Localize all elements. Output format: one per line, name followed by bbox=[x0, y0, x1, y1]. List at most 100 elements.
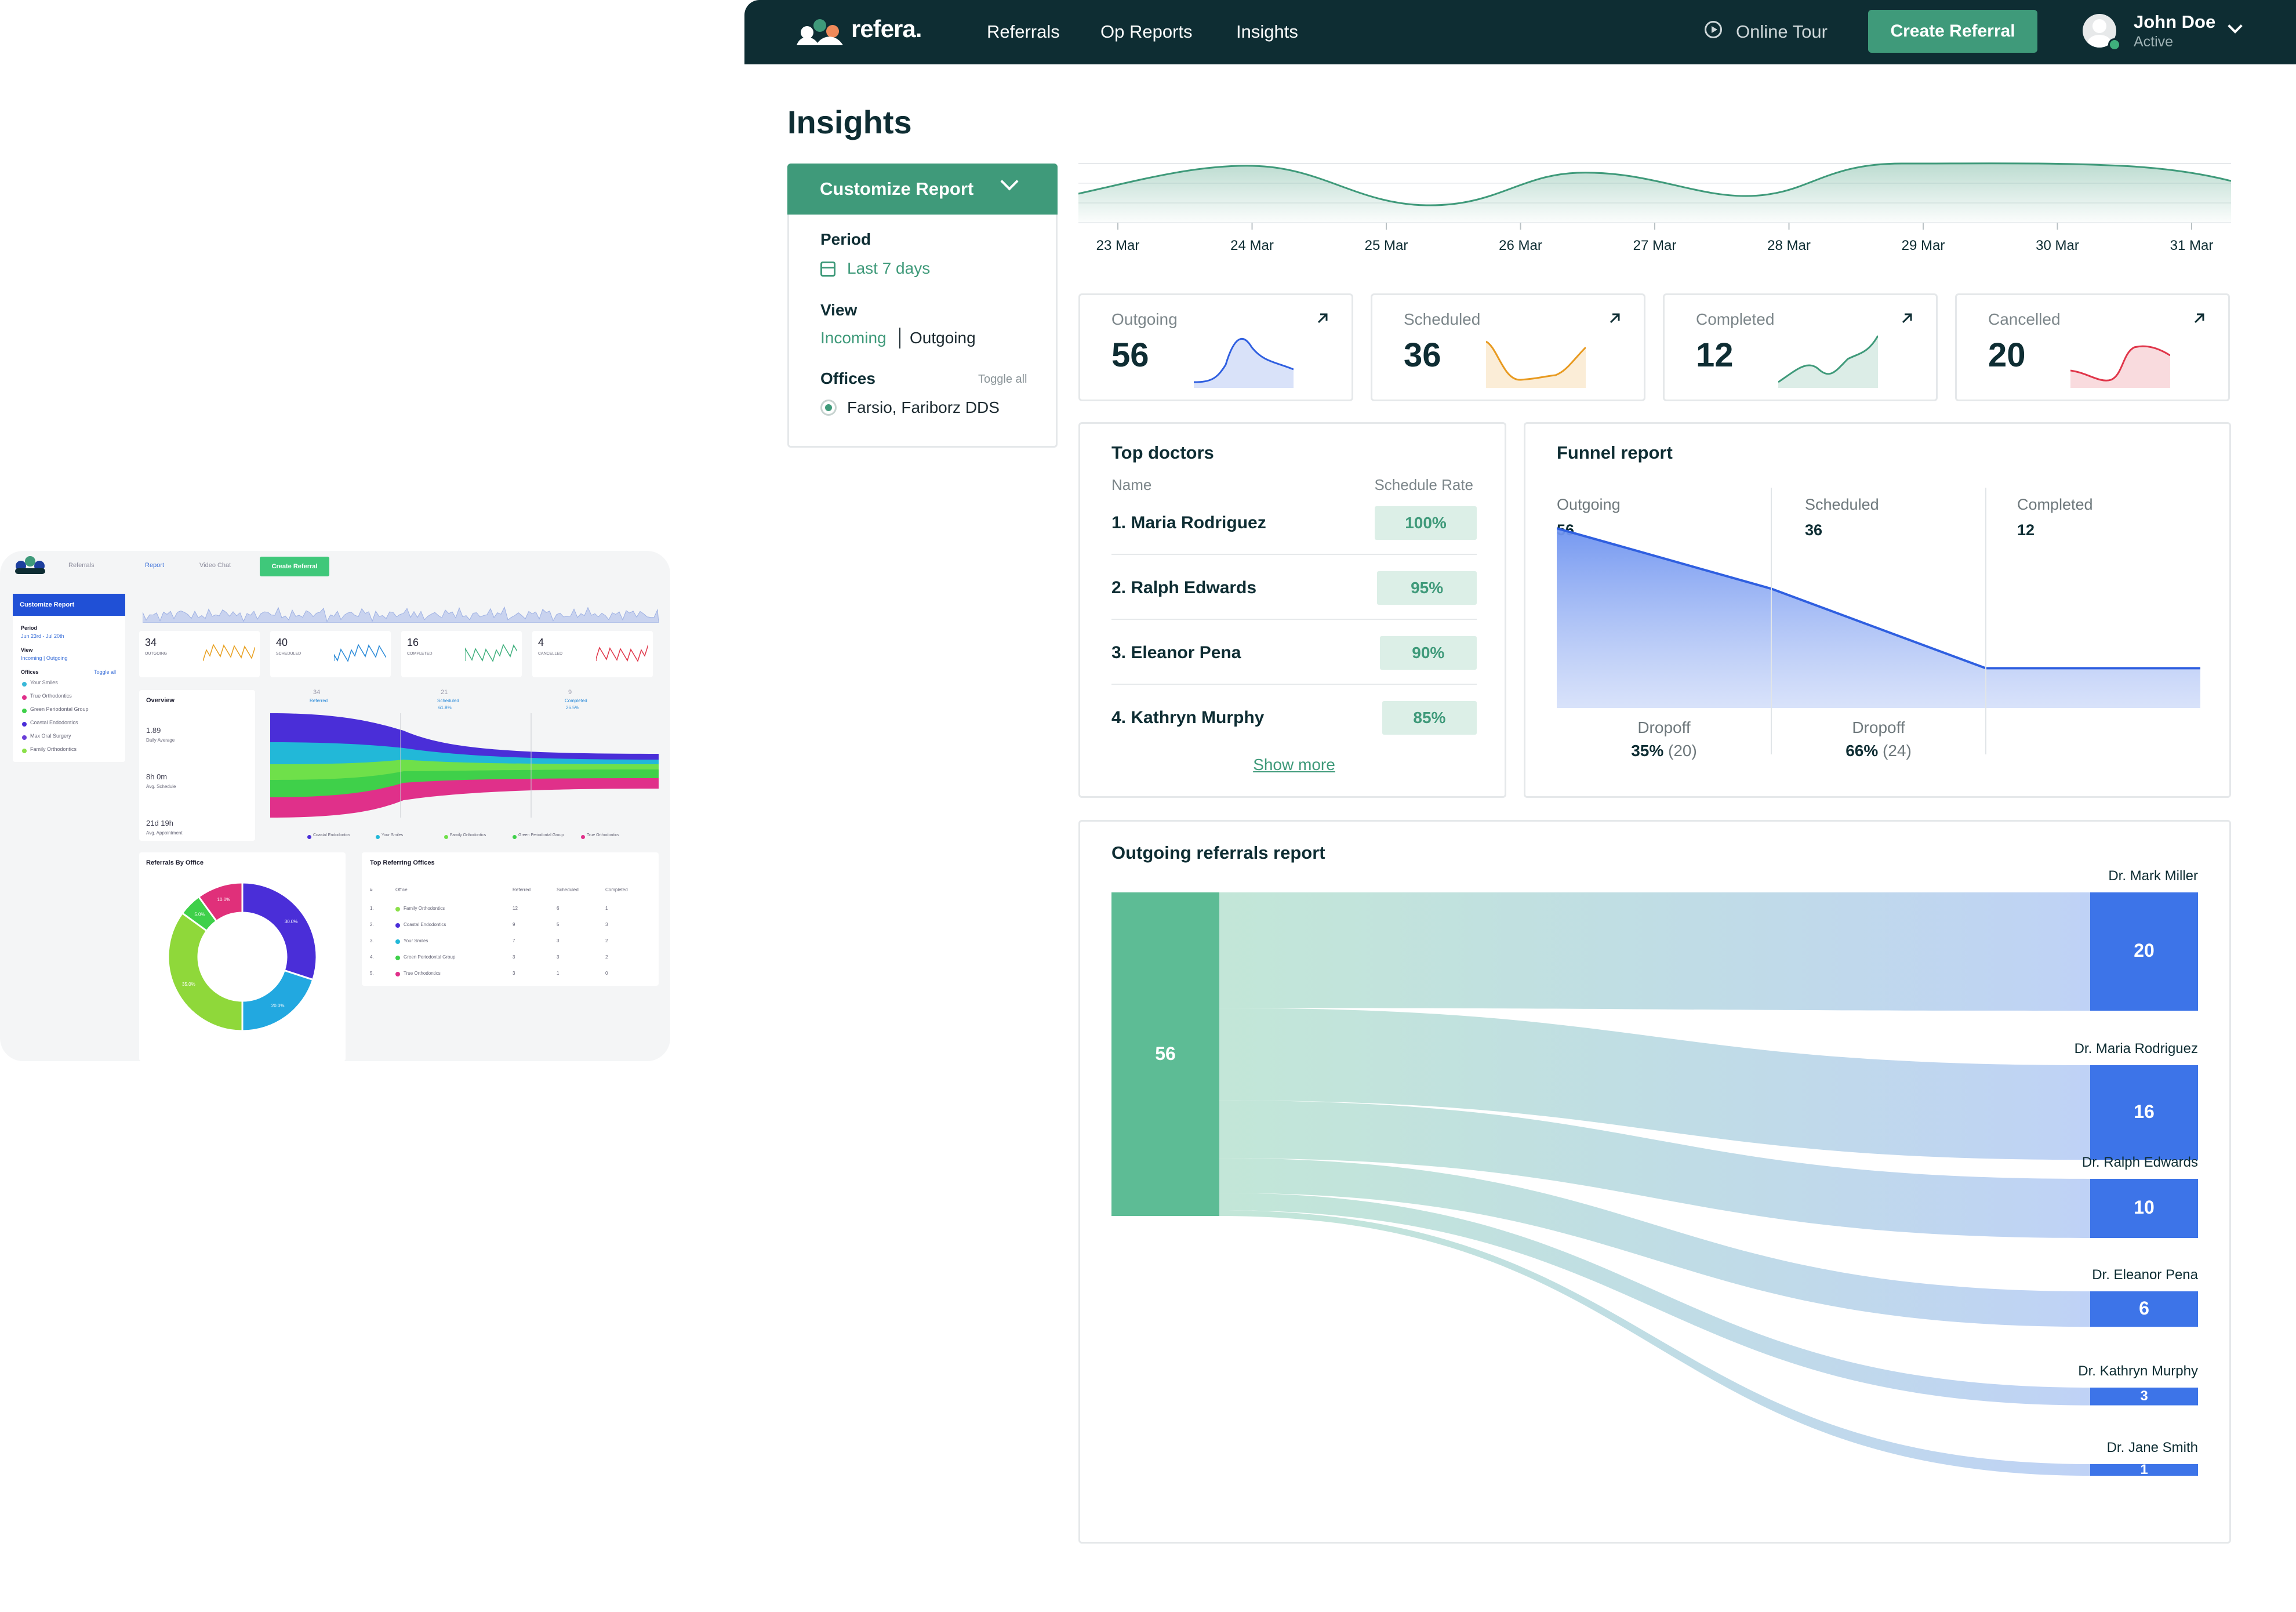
stat-card-cancelled[interactable]: Cancelled 20 bbox=[1955, 293, 2230, 401]
online-tour-link[interactable]: Online Tour bbox=[1736, 21, 1828, 42]
preview-table-cell: 2 bbox=[605, 938, 608, 943]
sankey-target-bar bbox=[2090, 1291, 2198, 1327]
stat-label: Completed bbox=[1696, 310, 1775, 328]
calendar-icon[interactable] bbox=[820, 262, 835, 277]
stat-card-scheduled[interactable]: Scheduled 36 bbox=[1371, 293, 1645, 401]
stat-card-completed[interactable]: Completed 12 bbox=[1663, 293, 1938, 401]
doctor-name[interactable]: 3. Eleanor Pena bbox=[1111, 643, 1241, 662]
preview-logo-icon bbox=[13, 554, 48, 576]
preview-table-cell: 0 bbox=[605, 971, 608, 976]
preview-flow-stage-pct: 26.5% bbox=[566, 705, 579, 710]
show-more-link[interactable]: Show more bbox=[1253, 756, 1335, 774]
preview-flow-band-coastal bbox=[270, 713, 659, 760]
legend-dot bbox=[513, 835, 517, 839]
preview-customize-title: Customize Report bbox=[13, 594, 125, 616]
sankey-target-bar bbox=[2090, 1388, 2198, 1406]
row-divider bbox=[1111, 684, 1477, 685]
timeline-tick-label: 29 Mar bbox=[1901, 238, 1945, 253]
stat-card-outgoing[interactable]: Outgoing 56 bbox=[1078, 293, 1353, 401]
nav-op-reports[interactable]: Op Reports bbox=[1100, 21, 1193, 42]
preview-donut-chart: 30.0% 20.0% 35.0% 5.0% 10.0% bbox=[167, 881, 318, 1032]
arrow-up-right-icon[interactable] bbox=[2191, 310, 2207, 326]
toggle-all-link[interactable]: Toggle all bbox=[978, 373, 1027, 386]
funnel-stage-label: Completed bbox=[2017, 496, 2093, 513]
preview-table-cell: 6 bbox=[557, 906, 560, 911]
sankey-target-bar bbox=[2090, 1065, 2198, 1160]
sankey-doctor-name: Dr. Jane Smith bbox=[2106, 1440, 2198, 1455]
view-outgoing-toggle[interactable]: Outgoing bbox=[910, 329, 976, 347]
office-radio[interactable] bbox=[820, 400, 837, 416]
preview-stat-value: 4 bbox=[538, 637, 544, 648]
preview-table-cell: Family Orthodontics bbox=[404, 906, 445, 911]
preview-stat-card: 40 SCHEDULED bbox=[270, 631, 391, 677]
preview-table-cell: 3 bbox=[513, 954, 515, 960]
preview-table-header: Completed bbox=[605, 887, 628, 892]
doctor-name[interactable]: 1. Maria Rodriguez bbox=[1111, 513, 1266, 532]
preview-offices-label: Offices bbox=[21, 669, 39, 675]
timeline-tick-marks bbox=[1117, 223, 2192, 230]
preview-sparkline bbox=[465, 644, 517, 662]
create-referral-button[interactable]: Create Referral bbox=[1868, 10, 2037, 53]
preview-flow-chart bbox=[270, 713, 659, 818]
sankey-chart bbox=[1111, 892, 2198, 1476]
preview-stat-card: 4 CANCELLED bbox=[532, 631, 653, 677]
customize-report-header[interactable]: Customize Report bbox=[787, 164, 1058, 215]
funnel-chart bbox=[1557, 488, 2200, 754]
donut-slice bbox=[241, 969, 314, 1032]
timeline-tick-label: 30 Mar bbox=[2036, 238, 2079, 253]
preview-table-cell: 5 bbox=[557, 922, 560, 927]
user-name[interactable]: John Doe bbox=[2134, 12, 2216, 32]
stat-label: Outgoing bbox=[1111, 310, 1178, 328]
top-doctors-title: Top doctors bbox=[1111, 442, 1214, 463]
sparkline-area bbox=[2070, 346, 2170, 388]
arrow-up-right-icon[interactable] bbox=[1607, 310, 1623, 326]
preview-table-cell: 2 bbox=[605, 954, 608, 960]
preview-top-offices-title: Top Referring Offices bbox=[370, 859, 435, 866]
preview-office-name: Green Periodontal Group bbox=[30, 706, 89, 712]
preview-stat-label: COMPLETED bbox=[407, 652, 433, 656]
office-color-dot bbox=[395, 923, 400, 928]
preview-table-header: Office bbox=[395, 887, 408, 892]
preview-legend-label: Coastal Endodontics bbox=[313, 833, 351, 837]
preview-overview-panel: Overview 1.89 Daily Average 8h 0m Avg. Sche… bbox=[139, 690, 255, 841]
schedule-rate-badge: 95% bbox=[1377, 571, 1477, 605]
nav-insights[interactable]: Insights bbox=[1236, 21, 1298, 42]
customize-report-panel: Customize Report Period Last 7 days View… bbox=[787, 164, 1058, 448]
chevron-down-icon[interactable] bbox=[2228, 19, 2243, 34]
nav-referrals[interactable]: Referrals bbox=[987, 21, 1060, 42]
doctor-name[interactable]: 4. Kathryn Murphy bbox=[1111, 708, 1265, 727]
office-color-dot bbox=[22, 749, 27, 753]
sankey-doctor-name: Dr. Kathryn Murphy bbox=[2078, 1363, 2198, 1379]
legend-dot bbox=[376, 835, 380, 839]
arrow-up-right-icon[interactable] bbox=[1314, 310, 1331, 326]
sparkline-chart bbox=[1486, 340, 1586, 388]
preview-table-cell: 12 bbox=[513, 906, 518, 911]
brand-name[interactable]: refera. bbox=[851, 15, 922, 42]
preview-table-cell: 1 bbox=[557, 971, 560, 976]
view-label: View bbox=[820, 301, 858, 319]
doctor-name[interactable]: 2. Ralph Edwards bbox=[1111, 578, 1257, 597]
donut-slice bbox=[167, 912, 244, 1032]
preview-flow-stage-value: 21 bbox=[441, 689, 448, 696]
period-value[interactable]: Last 7 days bbox=[847, 259, 931, 277]
preview-office-name: Coastal Endodontics bbox=[30, 720, 78, 725]
sankey-flow bbox=[1219, 1100, 2090, 1238]
donut-slice bbox=[197, 881, 244, 923]
outgoing-referrals-panel: Outgoing referrals report 56 Dr. Mark Mi… bbox=[1078, 820, 2231, 1544]
preview-stat-label: CANCELLED bbox=[538, 652, 563, 656]
view-incoming-toggle[interactable]: Incoming bbox=[820, 329, 887, 347]
sparkline-line bbox=[1194, 337, 1294, 383]
dropoff-value: 35% (20) bbox=[1631, 742, 1697, 760]
col-rate-header: Schedule Rate bbox=[1374, 476, 1473, 493]
preview-table-cell: Coastal Endodontics bbox=[404, 922, 446, 927]
play-circle-icon[interactable] bbox=[1705, 21, 1722, 38]
office-color-dot bbox=[395, 956, 400, 960]
preview-period-label: Period bbox=[21, 625, 38, 631]
timeline-tick-label: 27 Mar bbox=[1633, 238, 1677, 253]
preview-overview-label: Avg. Schedule bbox=[146, 784, 176, 789]
timeline-tick-label: 25 Mar bbox=[1364, 238, 1408, 253]
preview-stat-value: 40 bbox=[276, 637, 288, 648]
preview-sparkline bbox=[596, 644, 648, 662]
arrow-up-right-icon[interactable] bbox=[1899, 310, 1915, 326]
chevron-down-icon[interactable] bbox=[1000, 172, 1019, 191]
